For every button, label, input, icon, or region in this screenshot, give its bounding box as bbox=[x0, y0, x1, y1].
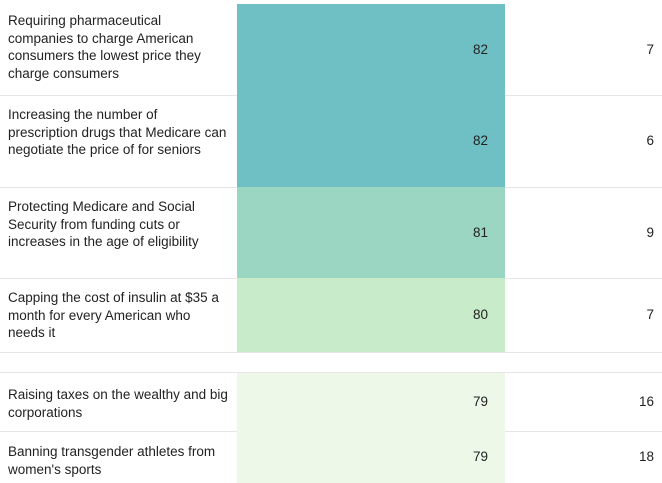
value-cell-fill bbox=[237, 95, 505, 187]
value-oppose: 6 bbox=[646, 133, 654, 148]
value-cell-fill bbox=[237, 187, 505, 278]
value-support: 79 bbox=[472, 394, 488, 409]
value-support: 80 bbox=[472, 307, 488, 322]
row-label: Requiring pharmaceutical companies to ch… bbox=[8, 13, 201, 81]
value-oppose: 9 bbox=[646, 224, 654, 240]
table-row: Banning transgender athletes from women'… bbox=[0, 431, 662, 483]
value-support: 81 bbox=[472, 224, 488, 240]
row-label: Capping the cost of insulin at $35 a mon… bbox=[8, 290, 219, 340]
table-row: Requiring pharmaceutical companies to ch… bbox=[0, 4, 662, 95]
table-row: Increasing the number of prescription dr… bbox=[0, 95, 662, 187]
table-row: Protecting Medicare and Social Security … bbox=[0, 187, 662, 278]
value-cell-fill bbox=[237, 278, 505, 352]
row-label: Banning transgender athletes from women'… bbox=[8, 444, 216, 477]
value-support: 82 bbox=[472, 133, 488, 148]
value-cell-fill bbox=[237, 4, 505, 95]
value-support: 82 bbox=[472, 41, 488, 57]
row-label: Protecting Medicare and Social Security … bbox=[8, 199, 199, 249]
row-divider bbox=[0, 352, 662, 353]
value-oppose: 16 bbox=[638, 394, 654, 409]
row-divider bbox=[0, 372, 662, 373]
group-gap bbox=[0, 353, 662, 373]
value-cell-fill bbox=[237, 373, 505, 431]
value-oppose: 7 bbox=[646, 41, 654, 57]
value-cell-fill bbox=[237, 431, 505, 483]
row-label: Increasing the number of prescription dr… bbox=[8, 107, 227, 157]
table-row: Raising taxes on the wealthy and big cor… bbox=[0, 373, 662, 431]
value-support: 79 bbox=[472, 449, 488, 464]
table-row: Capping the cost of insulin at $35 a mon… bbox=[0, 278, 662, 352]
row-label: Raising taxes on the wealthy and big cor… bbox=[8, 387, 228, 420]
value-oppose: 7 bbox=[646, 307, 654, 322]
value-oppose: 18 bbox=[638, 449, 654, 464]
